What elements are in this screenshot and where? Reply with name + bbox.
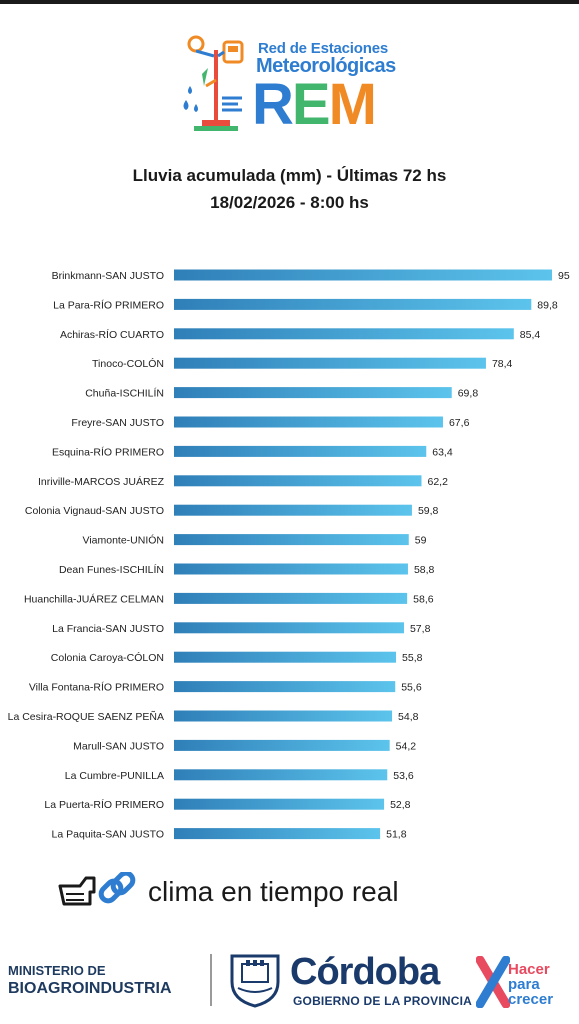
bar: [174, 681, 396, 693]
category-label: La Para-RÍO PRIMERO: [53, 298, 164, 311]
bar: [174, 298, 532, 310]
logo-acronym: REM: [252, 76, 377, 134]
value-label: 59,8: [418, 505, 439, 517]
category-label: Marull-SAN JUSTO: [73, 740, 164, 752]
bar: [174, 592, 408, 604]
logo-title-line1: Red de Estaciones: [258, 40, 388, 57]
bar: [174, 622, 404, 634]
province-subtitle: GOBIERNO DE LA PROVINCIA: [293, 994, 473, 1008]
value-label: 62,2: [427, 476, 448, 488]
value-label: 59: [415, 535, 427, 547]
bar: [174, 445, 427, 457]
logo-letter: R: [252, 72, 294, 137]
province-name: Córdoba: [290, 951, 440, 993]
bar: [174, 563, 408, 575]
category-label: Viamonte-UNIÓN: [83, 534, 165, 547]
bar: [174, 328, 514, 340]
bar: [174, 651, 397, 663]
category-label: La Cumbre-PUNILLA: [65, 770, 164, 782]
value-label: 67,6: [449, 417, 470, 429]
category-label: Tinoco-COLÓN: [92, 357, 164, 370]
slogan-line2: para: [508, 976, 540, 993]
bar: [174, 739, 390, 751]
category-label: La Puerta-RÍO PRIMERO: [44, 798, 164, 811]
province-shield-icon: [230, 954, 280, 1008]
logo-title-line2: Meteorológicas: [256, 55, 396, 77]
category-label: Freyre-SAN JUSTO: [71, 417, 164, 429]
category-label: Villa Fontana-RÍO PRIMERO: [29, 681, 164, 694]
category-label: Brinkmann-SAN JUSTO: [52, 270, 164, 282]
value-label: 58,6: [413, 593, 434, 605]
category-label: Achiras-RÍO CUARTO: [60, 328, 164, 341]
category-label: Inriville-MARCOS JUÁREZ: [38, 475, 165, 488]
category-label: Chuña-ISCHILÍN: [85, 387, 164, 400]
hacer-x-logo-icon: [476, 956, 510, 1008]
bar: [174, 475, 422, 487]
value-label: 58,8: [414, 564, 435, 576]
value-label: 54,2: [396, 740, 417, 752]
value-label: 69,8: [458, 388, 479, 400]
value-label: 78,4: [492, 358, 513, 370]
ministry-label-line1: MINISTERIO DE: [8, 963, 106, 978]
value-label: 51,8: [386, 829, 407, 841]
value-label: 85,4: [520, 329, 541, 341]
bar: [174, 828, 381, 840]
value-label: 63,4: [432, 446, 453, 458]
bar-chart: Brinkmann-SAN JUSTO 95 La Para-RÍO PRIMERO…: [8, 269, 570, 841]
chart-subtitle: 18/02/2026 - 8:00 hs: [210, 193, 369, 212]
slogan-line1: Hacer: [508, 961, 550, 978]
realtime-weather-link[interactable]: clima en tiempo real: [148, 876, 399, 907]
value-label: 52,8: [390, 799, 411, 811]
hand-pointer-link-icon: [58, 872, 136, 906]
category-label: La Francia-SAN JUSTO: [52, 623, 164, 635]
bar: [174, 710, 393, 722]
value-label: 53,6: [393, 770, 414, 782]
category-label: Esquina-RÍO PRIMERO: [52, 445, 164, 458]
slogan: Hacer para crecer: [508, 962, 553, 1007]
logo-letter: M: [328, 72, 377, 137]
value-label: 55,6: [401, 682, 422, 694]
category-label: La Cesira-ROQUE SAENZ PEÑA: [8, 710, 164, 723]
slogan-line3: crecer: [508, 991, 554, 1008]
value-label: 54,8: [398, 711, 419, 723]
footer-divider: [210, 954, 212, 1006]
bar: [174, 534, 409, 546]
bar: [174, 504, 412, 516]
bar: [174, 269, 552, 281]
category-label: La Paquita-SAN JUSTO: [52, 829, 164, 841]
bar: [174, 416, 443, 428]
bar: [174, 387, 452, 399]
bar: [174, 769, 388, 781]
value-label: 57,8: [410, 623, 431, 635]
category-label: Colonia Caroya-CÓLON: [51, 651, 164, 664]
value-label: 55,8: [402, 652, 423, 664]
bar: [174, 357, 486, 369]
ministry-label-line2: BIOAGROINDUSTRIA: [8, 980, 172, 997]
bar: [174, 798, 385, 810]
category-label: Colonia Vignaud-SAN JUSTO: [25, 505, 164, 517]
category-label: Huanchilla-JUÁREZ CELMAN: [24, 592, 164, 605]
chart-title: Lluvia acumulada (mm) - Últimas 72 hs: [132, 166, 447, 185]
top-bar: [0, 0, 579, 4]
rem-logo-icon: [183, 35, 244, 131]
logo-letter: E: [291, 72, 331, 137]
category-label: Dean Funes-ISCHILÍN: [59, 563, 164, 576]
value-label: 89,8: [537, 299, 558, 311]
logo-acronym-text: REM: [252, 72, 377, 137]
value-label: 95: [558, 270, 570, 282]
